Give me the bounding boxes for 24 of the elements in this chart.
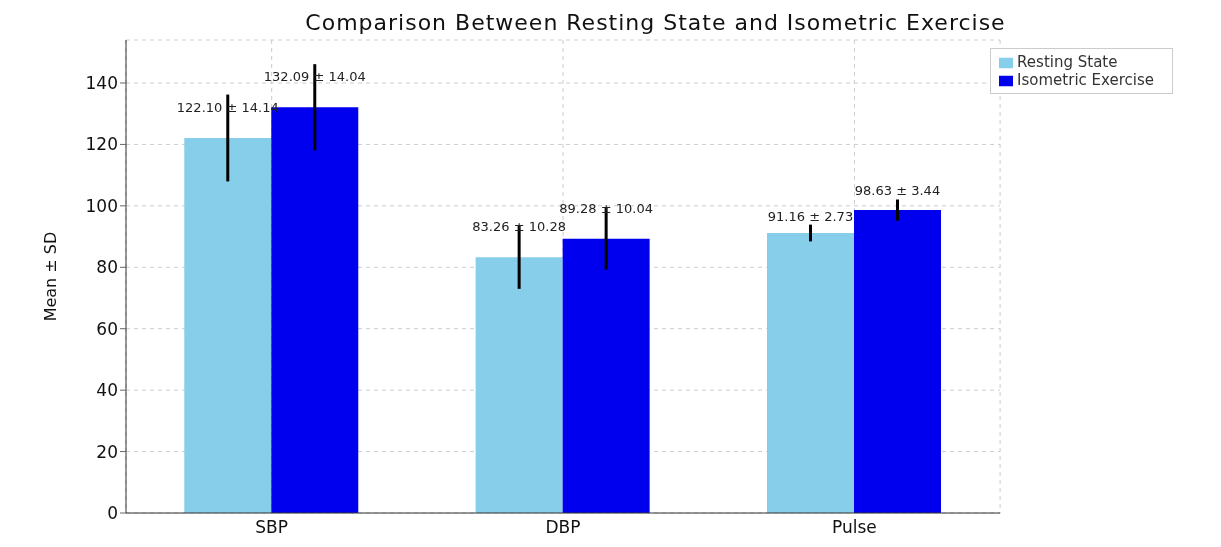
y-axis-title: Mean ± SD — [40, 231, 60, 322]
chart-title: Comparison Between Resting State and Isometric Exercise — [304, 10, 1007, 35]
y-tick-label: 100 — [85, 195, 118, 216]
y-tick-label: 140 — [85, 73, 118, 94]
legend-label: Resting State — [1017, 53, 1118, 71]
y-tick-label: 20 — [96, 441, 118, 462]
y-tick-label: 60 — [96, 318, 118, 339]
bar — [767, 233, 854, 513]
data-label: 98.63 ± 3.44 — [854, 183, 941, 199]
data-label: 91.16 ± 2.73 — [767, 208, 854, 224]
x-tick-label: SBP — [255, 517, 289, 538]
bar — [854, 210, 941, 513]
x-tick-label: Pulse — [832, 517, 877, 538]
data-label: 83.26 ± 10.28 — [472, 219, 566, 235]
y-tick-label: 120 — [85, 134, 118, 155]
legend-label: Isometric Exercise — [1017, 71, 1154, 89]
bar — [562, 238, 650, 513]
bar — [475, 257, 563, 513]
x-tick-label: DBP — [545, 517, 581, 538]
y-tick-label: 80 — [96, 257, 118, 278]
y-tick-label: 40 — [96, 380, 118, 401]
data-label: 89.28 ± 10.04 — [559, 200, 653, 216]
y-tick-label: 0 — [107, 503, 118, 524]
bar — [184, 137, 272, 513]
